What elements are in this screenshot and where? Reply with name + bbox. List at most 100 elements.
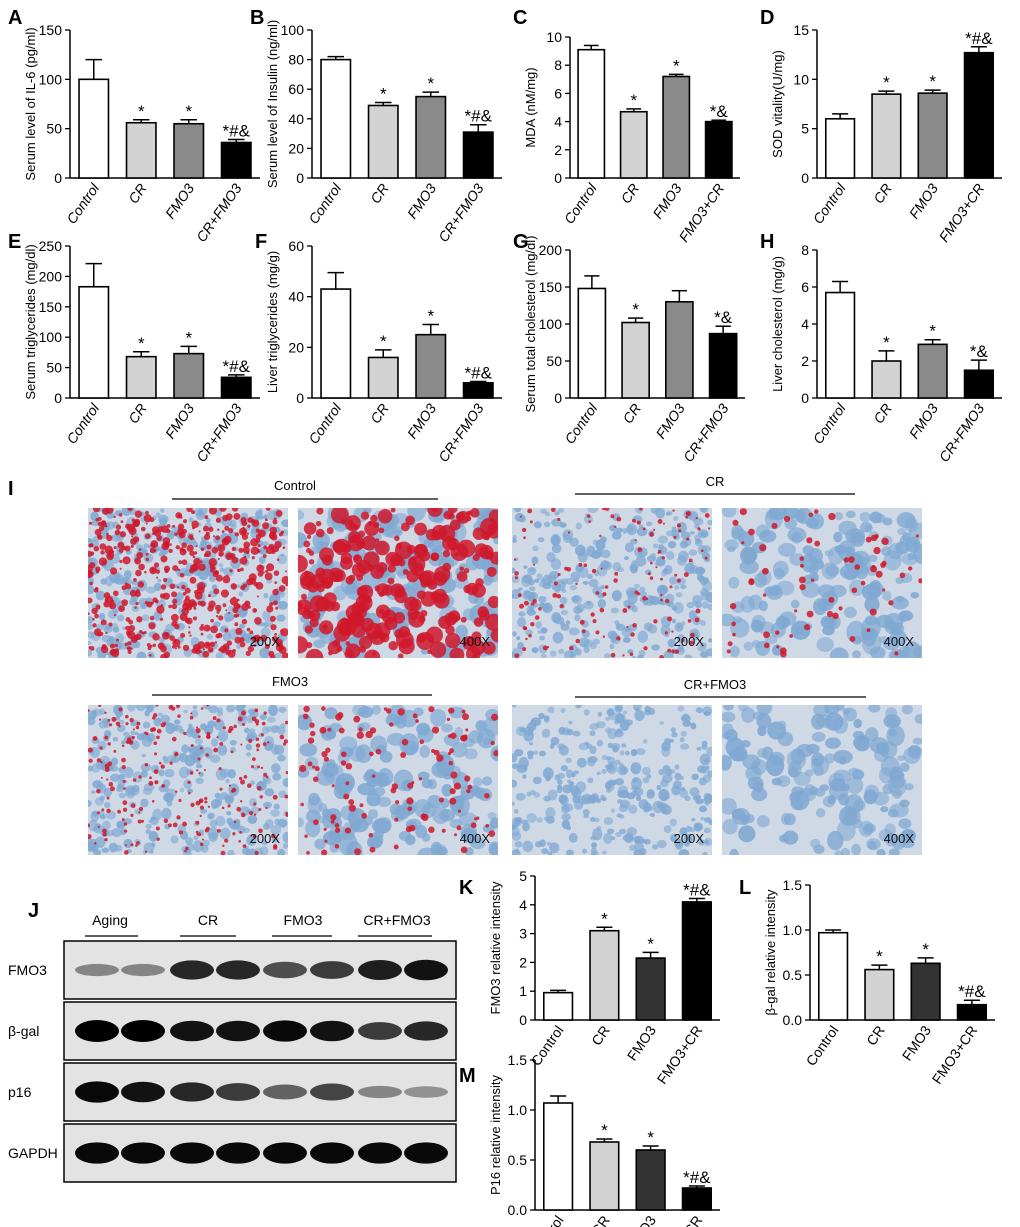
lipid-droplet	[119, 567, 122, 570]
nucleus	[454, 726, 464, 738]
lipid-droplet	[348, 804, 356, 812]
lipid-droplet	[394, 535, 400, 542]
lipid-droplet	[418, 777, 423, 781]
y-tick-label: 150	[39, 299, 63, 315]
nucleus	[512, 801, 515, 806]
nucleus	[780, 813, 791, 825]
nucleus	[550, 736, 560, 746]
nucleus	[173, 719, 181, 725]
y-tick-label: 50	[46, 121, 62, 137]
nucleus	[706, 746, 712, 757]
nucleus	[600, 549, 611, 559]
x-category-label: CR+FMO3	[193, 400, 245, 464]
blot-band	[310, 1083, 354, 1101]
lipid-droplet	[732, 632, 736, 637]
nucleus	[166, 755, 177, 763]
lipid-droplet	[89, 543, 94, 548]
nucleus	[549, 743, 555, 749]
lipid-droplet	[169, 635, 176, 641]
nucleus	[140, 763, 152, 772]
nucleus	[875, 614, 894, 628]
nucleus	[110, 757, 119, 766]
lipid-droplet	[97, 534, 101, 539]
nucleus	[247, 814, 258, 824]
lipid-droplet	[100, 645, 109, 654]
lipid-droplet	[96, 788, 101, 794]
y-axis-title: FMO3 relative intensity	[488, 881, 503, 1014]
lipid-droplet	[274, 581, 278, 585]
nucleus	[569, 584, 578, 591]
nucleus	[115, 715, 121, 721]
lipid-droplet	[264, 643, 270, 649]
nucleus	[835, 705, 845, 711]
lipid-droplet	[430, 552, 439, 562]
nucleus	[886, 717, 898, 728]
lipid-droplet	[191, 563, 200, 572]
nucleus	[586, 545, 596, 557]
lipid-droplet	[220, 589, 230, 598]
y-tick-label: 0.0	[783, 1012, 803, 1028]
lipid-droplet	[211, 546, 219, 554]
nucleus	[430, 708, 447, 727]
nucleus	[852, 650, 861, 658]
nucleus	[217, 744, 228, 756]
bar	[871, 360, 902, 399]
nucleus	[569, 781, 575, 787]
nucleus	[527, 721, 537, 732]
significance-mark: *	[185, 328, 192, 347]
lipid-droplet	[92, 508, 101, 513]
nucleus	[600, 585, 605, 590]
nucleus	[543, 715, 550, 722]
lipid-droplet	[213, 570, 219, 576]
nucleus	[326, 729, 336, 740]
lipid-droplet	[181, 607, 190, 616]
lipid-droplet	[94, 528, 102, 536]
lipid-droplet	[401, 738, 409, 746]
lipid-droplet	[206, 731, 211, 736]
y-tick-label: 1	[519, 983, 527, 999]
lipid-droplet	[610, 652, 616, 658]
lipid-droplet	[473, 617, 484, 627]
nucleus	[596, 798, 602, 804]
lipid-droplet	[319, 547, 334, 563]
bar	[78, 78, 110, 179]
nucleus	[516, 636, 521, 641]
nucleus	[550, 650, 557, 657]
lipid-droplet	[428, 706, 435, 713]
lipid-droplet	[697, 527, 701, 531]
lipid-droplet	[177, 528, 185, 536]
nucleus	[419, 745, 431, 758]
blot-band	[75, 963, 119, 977]
lipid-droplet	[882, 588, 886, 592]
lipid-droplet	[200, 632, 204, 636]
nucleus	[281, 519, 288, 528]
nucleus	[258, 556, 266, 564]
lipid-droplet	[685, 515, 689, 519]
nucleus	[912, 737, 922, 745]
nucleus	[183, 709, 188, 714]
nucleus	[642, 599, 649, 606]
nucleus	[270, 809, 280, 817]
panel-label: M	[459, 1065, 476, 1087]
nucleus	[671, 529, 680, 538]
lipid-droplet	[348, 574, 356, 582]
bar	[635, 1149, 666, 1211]
lipid-droplet	[482, 641, 496, 655]
lipid-droplet	[454, 833, 458, 837]
nucleus	[824, 753, 836, 764]
nucleus	[804, 783, 816, 796]
lipid-droplet	[888, 600, 894, 606]
lipid-droplet	[202, 525, 209, 532]
nucleus	[845, 528, 866, 544]
lipid-droplet	[367, 520, 373, 526]
y-tick-label: 20	[288, 339, 304, 355]
y-tick-label: 0	[801, 170, 809, 186]
nucleus	[136, 651, 147, 658]
lipid-droplet	[206, 544, 212, 550]
nucleus	[518, 515, 527, 523]
lipid-droplet	[153, 741, 158, 746]
lipid-droplet	[860, 580, 866, 586]
nucleus	[165, 788, 177, 798]
nucleus	[757, 748, 768, 758]
nucleus	[513, 508, 522, 513]
